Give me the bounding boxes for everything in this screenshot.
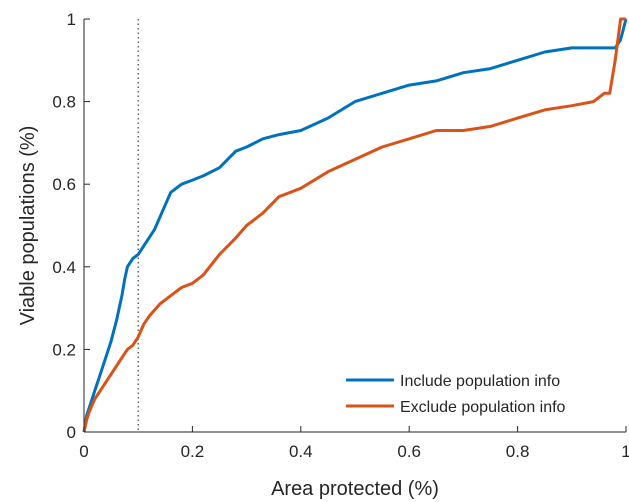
x-axis-title: Area protected (%) [271,478,439,500]
series-line-0 [82,18,628,433]
x-tick-label: 0.8 [506,442,530,461]
legend: Include population info Exclude populatio… [346,373,566,416]
y-axis-title: Viable populations (%) [17,126,39,326]
series-layer [82,17,628,433]
y-tick-label: 0.4 [52,258,76,277]
x-tick-label: 1 [621,442,629,461]
legend-label-0: Include population info [400,373,560,390]
legend-label-1: Exclude population info [400,399,566,416]
x-tick-label: 0.6 [397,442,421,461]
y-tick-label: 0.6 [52,175,76,194]
x-tick-label: 0 [79,442,88,461]
y-tick-label: 1 [67,10,76,29]
axes: 0 0.2 0.4 0.6 0.8 1 0 0.2 0.4 0.6 0.8 1 [52,10,629,461]
x-tick-label: 0.4 [289,442,313,461]
y-tick-label: 0.2 [52,340,76,359]
series-line-1 [82,17,626,433]
x-tick-label: 0.2 [181,442,205,461]
y-tick-label: 0 [67,423,76,442]
y-tick-label: 0.8 [52,93,76,112]
